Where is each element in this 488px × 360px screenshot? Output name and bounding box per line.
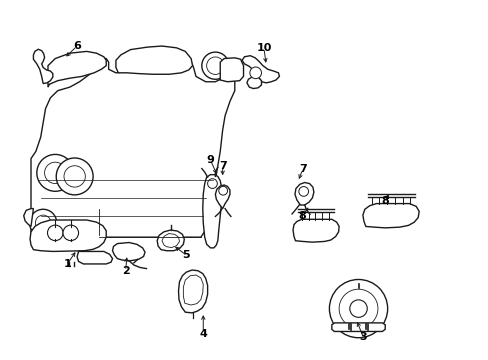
Circle shape xyxy=(202,52,228,79)
Polygon shape xyxy=(33,49,53,84)
Polygon shape xyxy=(162,234,179,248)
Circle shape xyxy=(44,162,66,184)
Text: 3: 3 xyxy=(359,332,366,342)
Polygon shape xyxy=(292,219,338,242)
Polygon shape xyxy=(30,220,106,251)
Polygon shape xyxy=(215,185,229,208)
Circle shape xyxy=(338,289,377,328)
Polygon shape xyxy=(246,76,261,89)
Polygon shape xyxy=(116,46,192,74)
Text: 7: 7 xyxy=(298,164,306,174)
Polygon shape xyxy=(31,48,234,237)
Circle shape xyxy=(298,186,308,196)
Polygon shape xyxy=(362,203,418,228)
Text: 8: 8 xyxy=(381,197,388,206)
Polygon shape xyxy=(242,56,279,83)
Polygon shape xyxy=(183,275,203,305)
Text: 7: 7 xyxy=(218,161,226,171)
Circle shape xyxy=(249,67,261,78)
Circle shape xyxy=(218,186,227,195)
Polygon shape xyxy=(294,183,313,205)
Text: 6: 6 xyxy=(73,41,81,51)
Circle shape xyxy=(329,279,387,338)
Polygon shape xyxy=(331,323,385,332)
Polygon shape xyxy=(178,270,207,313)
Circle shape xyxy=(63,225,79,240)
Text: 9: 9 xyxy=(206,156,214,165)
Circle shape xyxy=(349,300,366,317)
Polygon shape xyxy=(48,51,106,87)
Polygon shape xyxy=(220,58,243,82)
Text: 2: 2 xyxy=(122,266,129,276)
Circle shape xyxy=(56,158,93,195)
Polygon shape xyxy=(157,230,184,251)
Circle shape xyxy=(29,209,57,237)
Polygon shape xyxy=(77,251,112,264)
Circle shape xyxy=(47,225,63,240)
Circle shape xyxy=(35,215,51,231)
Polygon shape xyxy=(203,175,221,248)
Circle shape xyxy=(206,57,224,75)
Circle shape xyxy=(207,179,217,188)
Circle shape xyxy=(64,166,85,187)
Polygon shape xyxy=(112,243,145,261)
Polygon shape xyxy=(24,208,33,226)
Text: 5: 5 xyxy=(182,250,190,260)
Text: 4: 4 xyxy=(199,329,207,339)
Text: 1: 1 xyxy=(63,259,71,269)
Text: 8: 8 xyxy=(298,211,306,221)
Circle shape xyxy=(37,154,74,191)
Text: 10: 10 xyxy=(256,43,271,53)
